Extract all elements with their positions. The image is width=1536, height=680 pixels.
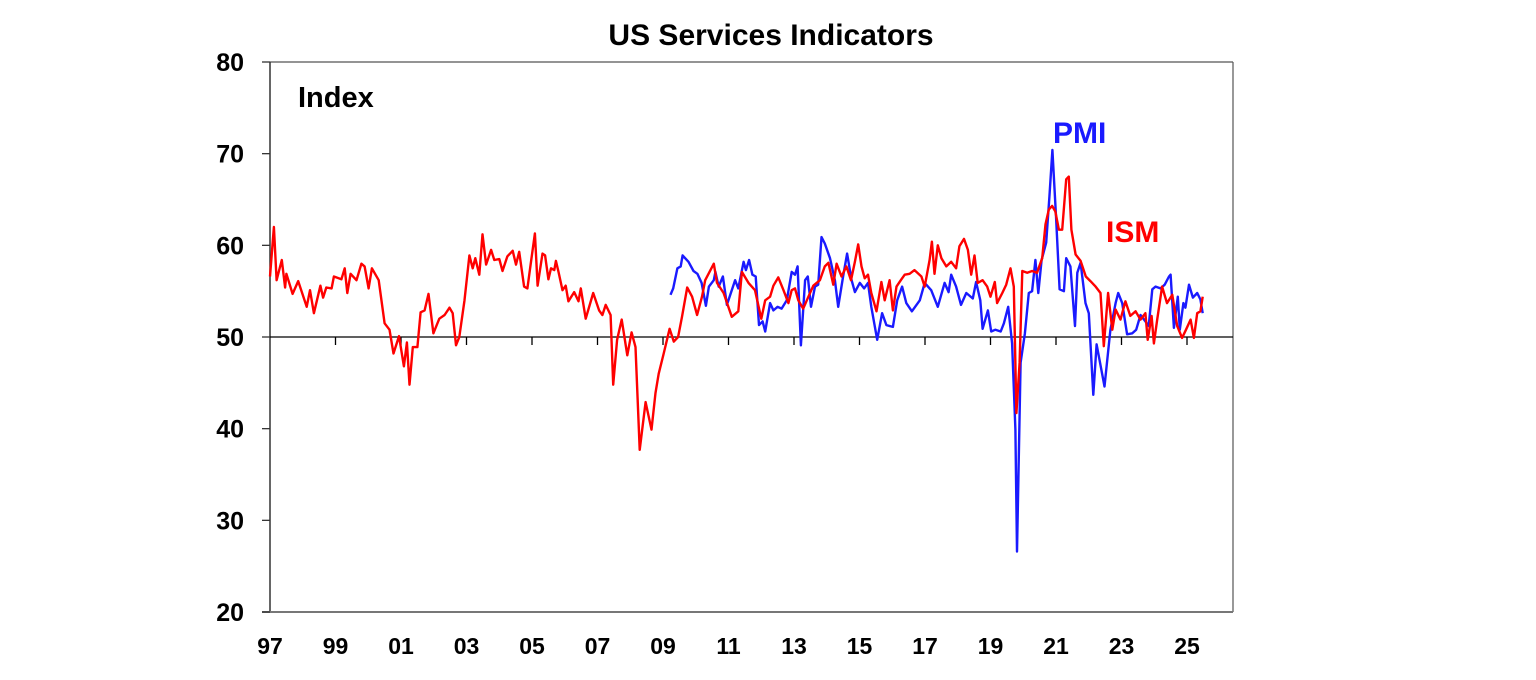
x-tick-label: 11 bbox=[716, 633, 741, 659]
x-tick-label: 15 bbox=[847, 633, 873, 659]
x-tick-label: 07 bbox=[585, 633, 611, 659]
x-tick-label: 03 bbox=[454, 633, 480, 659]
y-axis: 20 30 40 50 60 70 80 bbox=[216, 49, 270, 627]
series-line-ism bbox=[268, 175, 1204, 451]
y-tick-label: 30 bbox=[216, 507, 244, 535]
x-tick-label: 17 bbox=[912, 633, 938, 659]
x-tick-label: 21 bbox=[1043, 633, 1069, 659]
y-tick-label: 50 bbox=[216, 324, 244, 352]
y-tick-label: 60 bbox=[216, 232, 244, 260]
chart-title: US Services Indicators bbox=[608, 19, 933, 52]
x-axis: 97 99 01 03 05 07 09 11 13 15 17 19 21 23 25 bbox=[257, 337, 1200, 659]
y-tick-label: 20 bbox=[216, 599, 244, 627]
legend-label-ism: ISM bbox=[1106, 216, 1159, 249]
x-tick-label: 19 bbox=[978, 633, 1004, 659]
series-line-pmi bbox=[669, 148, 1204, 553]
x-tick-label: 13 bbox=[781, 633, 807, 659]
series-lines bbox=[268, 148, 1204, 553]
x-tick-label: 05 bbox=[519, 633, 545, 659]
x-tick-label: 97 bbox=[257, 633, 283, 659]
y-tick-label: 40 bbox=[216, 416, 244, 444]
x-tick-label: 01 bbox=[388, 633, 414, 659]
legend-label-pmi: PMI bbox=[1053, 117, 1106, 150]
y-tick-label: 70 bbox=[216, 141, 244, 169]
y-axis-label: Index bbox=[298, 82, 374, 114]
x-tick-label: 99 bbox=[323, 633, 349, 659]
y-tick-label: 80 bbox=[216, 49, 244, 77]
x-tick-label: 25 bbox=[1174, 633, 1200, 659]
x-tick-label: 23 bbox=[1109, 633, 1135, 659]
x-tick-label: 09 bbox=[650, 633, 676, 659]
